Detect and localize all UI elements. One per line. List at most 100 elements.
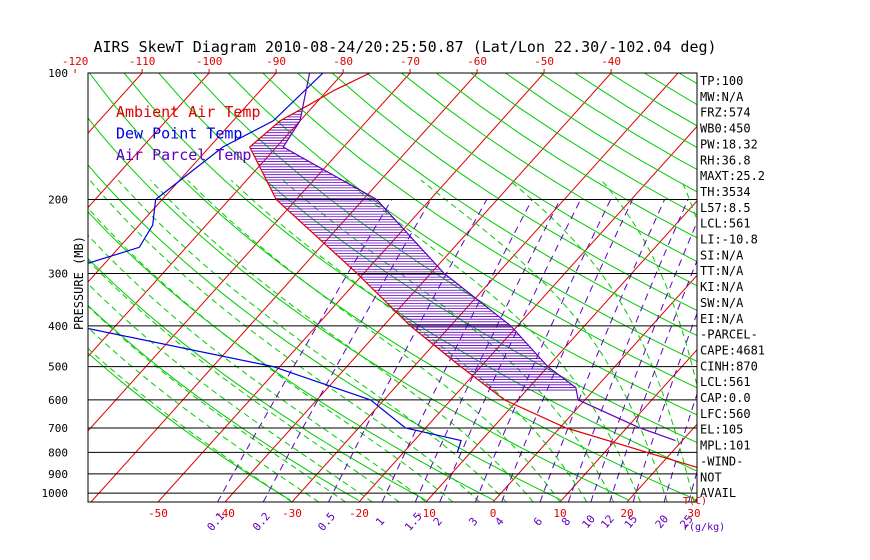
pressure-tick-label: 800 [48,446,68,459]
dry-adiabat-line [123,73,697,472]
pressure-tick-label: 500 [48,361,68,374]
series-layer [88,73,697,468]
bottom-tick-label: 30 [687,507,700,520]
info-panel-item: PW:18.32 [700,137,758,151]
info-panel-item: CAP:0.0 [700,391,751,405]
moist-adiabat-line [89,179,480,502]
pressure-tick-label: 700 [48,422,68,435]
pressure-tick-label: 200 [48,193,68,206]
info-panel-item: LFC:560 [700,407,751,421]
moist-adiabat-line [88,305,346,502]
dry-adiabat-line [435,73,697,239]
info-panel-item: TT:N/A [700,264,744,278]
mixing-ratio-line [632,312,697,502]
moist-adiabat-line [88,283,373,502]
bottom-tick-label: -30 [282,507,302,520]
top-tick-label: -70 [400,55,420,68]
info-panel-item: CINH:870 [700,359,758,373]
isotherm-line [0,73,75,502]
mixing-ratio-tick-label: 2 [431,515,445,528]
legend-entry: Ambient Air Temp [116,103,261,121]
info-panel-item: EL:105 [700,423,743,437]
mixing-ratio-line [590,220,697,502]
isotherm-line [157,73,545,502]
info-panel-item: AVAIL [700,486,736,500]
bottom-tick-label: -20 [349,507,369,520]
info-panel-item: TP:100 [700,74,743,88]
mixing-ratio-tick-label: 4 [493,515,507,529]
info-panel-item: LCL:561 [700,217,751,231]
mixing-ratio-tick-label: 3 [466,515,480,528]
mixing-ratio-unit: r(g/kg) [683,522,725,533]
info-panel-item: MW:N/A [700,90,744,104]
dry-adiabat-line [88,304,359,501]
bottom-axis-unit: T(C) [683,496,707,507]
info-panel-item: LCL:561 [700,375,751,389]
info-panel-item: WB0:450 [700,122,751,136]
series-line [282,73,676,442]
moist-adiabat-line [88,326,320,502]
isotherm-line [828,73,870,502]
moist-adiabat-line [88,259,400,502]
mixing-ratio-tick-label: 20 [653,512,671,531]
isotherm-line [0,73,8,502]
dry-adiabat-line [331,73,697,311]
dry-adiabat-line [401,73,697,263]
bottom-tick-label: -50 [148,507,168,520]
info-panel-item: CAPE:4681 [700,343,765,357]
info-panel-item: SW:N/A [700,296,744,310]
info-panel-item: FRZ:574 [700,106,751,120]
dry-adiabat-line [89,73,697,501]
dry-adiabat-line [748,73,870,500]
info-panel-item: -PARCEL- [700,328,758,342]
moist-adiabat-line [88,207,454,502]
top-tick-label: -50 [534,55,554,68]
dry-adiabat-line [88,257,427,501]
moist-adiabat-line [187,179,561,502]
mixing-ratio-line [414,199,561,502]
isotherm-line [358,125,697,502]
moist-adiabat-line [601,179,697,387]
bottom-tick-label: -40 [215,507,235,520]
info-panel-item: MAXT:25.2 [700,169,765,183]
top-tick-label: -90 [266,55,286,68]
legend-entry: Air Parcel Temp [116,146,251,164]
info-panel-item: LI:-10.8 [700,233,758,247]
isotherm-line [88,73,344,358]
pressure-tick-label: 600 [48,394,68,407]
isotherm-line [559,349,697,502]
isotherm-line [425,200,697,502]
info-panel-item: NOT [700,470,722,484]
cape-hatch-layer [250,108,577,391]
top-tick-label: -40 [601,55,621,68]
moist-adiabat-line [117,179,507,502]
dry-adiabat-line [297,73,697,337]
pressure-tick-label: 300 [48,267,68,280]
top-tick-label: -80 [333,55,353,68]
mixing-ratio-line [609,259,697,502]
mixing-ratio-line [663,392,697,502]
mixing-ratio-tick-label: 0.2 [250,510,273,534]
dry-adiabat-line [88,352,291,501]
dry-adiabat-line [88,164,562,501]
isotherm-line [88,73,277,283]
dry-adiabat-line [852,73,870,500]
dry-adiabat-line [88,211,495,501]
bottom-tick-label: 10 [553,507,566,520]
mixing-ratio-tick-label: 0.5 [315,510,338,534]
legend: Ambient Air Temp Dew Point Temp Air Parcel… [116,103,261,164]
isotherm-line [88,73,210,209]
info-panel-item: TH:3534 [700,185,751,199]
dry-adiabat-line [818,73,870,500]
pressure-tick-label: 100 [48,67,68,80]
y-axis-label: PRESSURE (MB) [72,236,86,330]
mixing-ratio-line [501,199,633,502]
mixing-ratio-line [217,199,393,502]
mixing-ratio-tick-label: 6 [531,515,545,528]
info-panel-item: SI:N/A [700,248,744,262]
mixing-ratio-tick-label: 12 [598,512,616,531]
moist-adiabat-line [509,179,695,502]
